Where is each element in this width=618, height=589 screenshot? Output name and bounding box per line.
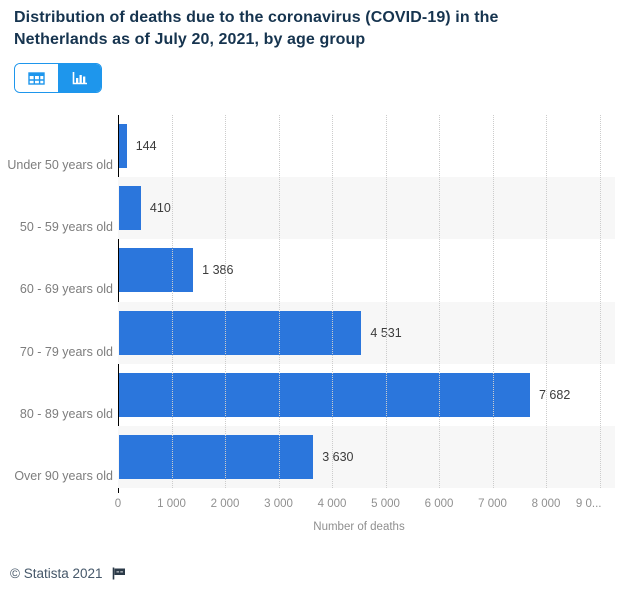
gridline — [385, 115, 387, 488]
x-tick-label: 3 000 — [264, 498, 293, 510]
copyright-text: © Statista 2021 — [10, 566, 103, 581]
bar[interactable] — [119, 124, 127, 169]
table-view-button[interactable] — [15, 64, 58, 92]
bar[interactable] — [119, 372, 530, 417]
x-tick-label: 9 0... — [575, 498, 602, 510]
table-grid-icon — [28, 71, 45, 85]
bar-chart: Under 50 years old 144 50 - 59 years old 41… — [0, 115, 615, 543]
value-label: 144 — [135, 139, 157, 154]
x-axis-ticks: 0 1 000 2 000 3 000 4 000 5 000 6 000 7 000 8 00… — [0, 498, 615, 514]
bar[interactable] — [119, 434, 314, 479]
x-tick-label: 8 000 — [531, 498, 561, 510]
chart-header: Distribution of deaths due to the corona… — [0, 0, 618, 51]
chart-row: 70 - 79 years old 4 531 — [0, 301, 615, 364]
row-background — [118, 115, 615, 177]
gridline — [225, 115, 226, 488]
value-label: 1 386 — [202, 263, 234, 278]
bar[interactable] — [119, 310, 362, 355]
value-label: 3 630 — [322, 449, 354, 464]
x-tick-label: 0 — [114, 498, 122, 510]
row-background — [118, 177, 615, 240]
value-label: 7 682 — [538, 387, 571, 402]
chart-title: Distribution of deaths due to the corona… — [14, 9, 499, 48]
chart-row: Under 50 years old 144 — [0, 115, 615, 177]
x-tick-label: 7 000 — [478, 498, 507, 510]
plot-area: Under 50 years old 144 50 - 59 years old 41… — [0, 115, 615, 493]
gridline — [546, 115, 547, 488]
gridline — [332, 115, 333, 488]
gridline — [599, 115, 601, 488]
gridline — [492, 115, 494, 488]
category-label: 60 - 69 years old — [19, 282, 113, 297]
footer: © Statista 2021 — [10, 566, 126, 581]
chart-row: Over 90 years old 3 630 — [0, 425, 615, 488]
category-label: 80 - 89 years old — [19, 406, 113, 421]
view-toggle — [14, 63, 102, 93]
bar[interactable] — [119, 186, 141, 231]
category-label: Under 50 years old — [7, 158, 113, 173]
chart-row: 80 - 89 years old 7 682 — [0, 364, 615, 426]
x-axis-label: Number of deaths — [313, 521, 405, 533]
x-tick-label: 4 000 — [317, 498, 347, 510]
gridline — [171, 115, 173, 488]
category-label: 70 - 79 years old — [19, 344, 113, 359]
x-tick-label: 6 000 — [424, 498, 454, 510]
x-tick-label: 1 000 — [157, 498, 186, 510]
gridline — [278, 115, 280, 488]
chart-row: 50 - 59 years old 410 — [0, 177, 615, 240]
x-tick-label: 5 000 — [371, 498, 400, 510]
x-tick-label: 2 000 — [210, 498, 240, 510]
value-label: 410 — [149, 201, 171, 216]
report-flag-icon[interactable] — [112, 567, 126, 580]
chart-row: 60 - 69 years old 1 386 — [0, 239, 615, 301]
gridline — [439, 115, 440, 488]
category-label: 50 - 59 years old — [19, 220, 113, 235]
chart-view-button[interactable] — [58, 64, 101, 92]
bar-chart-icon — [72, 71, 88, 85]
bar[interactable] — [119, 248, 194, 293]
category-label: Over 90 years old — [14, 469, 113, 483]
